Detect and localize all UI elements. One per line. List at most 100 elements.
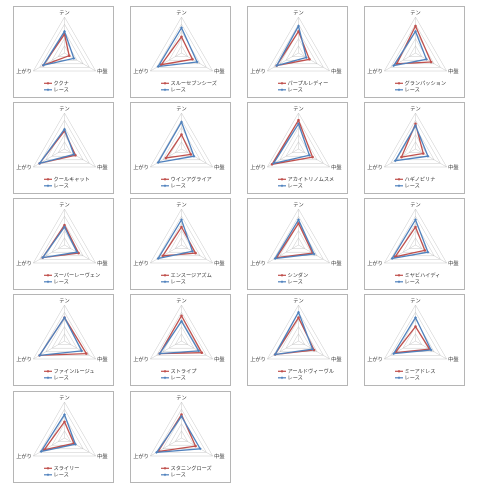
data-point xyxy=(180,314,183,318)
grid-ring xyxy=(291,333,306,345)
grid-ring xyxy=(39,119,90,164)
data-point xyxy=(156,65,160,68)
data-point xyxy=(63,420,66,424)
axis-label: テン xyxy=(176,395,186,402)
series-line xyxy=(394,226,426,258)
grid-ring xyxy=(285,134,312,157)
legend-label: ハギノピリナ xyxy=(405,176,436,183)
axis-label: 上がり xyxy=(16,259,32,267)
legend-marker xyxy=(163,370,167,373)
series-line xyxy=(160,36,194,66)
data-point xyxy=(85,352,88,355)
grid-ring xyxy=(168,230,195,253)
data-point xyxy=(423,249,427,252)
legend-label: レース xyxy=(405,279,420,286)
legend-marker xyxy=(46,376,50,380)
data-point xyxy=(275,64,279,68)
legend-marker xyxy=(163,467,167,470)
grid-ring xyxy=(383,208,448,264)
series-line xyxy=(393,30,428,67)
grid-ring xyxy=(149,401,214,457)
series-line xyxy=(391,219,429,260)
series-line xyxy=(38,316,83,357)
legend-label: ウインアグライア xyxy=(171,175,212,183)
axis-label: 中盤 xyxy=(97,163,107,171)
grid-spoke xyxy=(267,244,299,264)
legend-marker xyxy=(397,82,401,85)
series-line xyxy=(159,315,203,355)
series-line xyxy=(43,421,75,451)
axis-label: 中盤 xyxy=(331,259,341,267)
legend-marker xyxy=(280,274,284,277)
legend-label: スルーセブンシーズ xyxy=(171,79,217,87)
grid-ring xyxy=(408,141,423,153)
data-point xyxy=(155,450,159,454)
legend-label: パープルレディー xyxy=(288,79,329,87)
data-point xyxy=(156,161,160,164)
grid-ring xyxy=(396,126,435,161)
radar-chart-panel: テン 中盤 上がり ククナ レース xyxy=(13,6,114,98)
legend-marker xyxy=(163,88,167,92)
legend-marker xyxy=(46,467,50,470)
legend-label: レース xyxy=(171,87,186,94)
grid-ring xyxy=(266,112,331,168)
data-point xyxy=(75,250,79,254)
axis-label: テン xyxy=(59,298,69,305)
grid-ring xyxy=(32,208,97,264)
radar-chart-panel: テン 中盤 上がり ストライプ レース xyxy=(130,294,231,386)
data-point xyxy=(429,348,433,352)
grid-spoke xyxy=(415,148,447,168)
grid-ring xyxy=(149,304,214,360)
legend-label: スライリー xyxy=(54,465,80,472)
data-point xyxy=(200,351,204,354)
legend-label: レース xyxy=(54,183,69,190)
grid-spoke xyxy=(181,437,213,457)
grid-ring xyxy=(57,333,72,345)
grid-spoke xyxy=(33,244,65,264)
axis-label: 中盤 xyxy=(97,452,107,460)
data-point xyxy=(414,122,417,126)
grid-ring xyxy=(32,401,97,457)
axis-label: テン xyxy=(293,202,303,209)
axis-label: 中盤 xyxy=(97,259,107,267)
data-point xyxy=(414,124,417,128)
legend-label: レース xyxy=(54,279,69,286)
data-point xyxy=(180,413,183,416)
data-point xyxy=(63,29,66,33)
data-point xyxy=(180,35,183,39)
grid-ring xyxy=(168,423,195,446)
data-point xyxy=(400,155,403,159)
axis-label: テン xyxy=(59,395,69,402)
grid-ring xyxy=(174,45,189,57)
grid-ring xyxy=(291,237,306,249)
legend-marker xyxy=(397,184,401,188)
grid-ring xyxy=(285,326,312,349)
data-point xyxy=(159,63,163,66)
series-line xyxy=(40,413,77,453)
axis-label: 上がり xyxy=(16,163,32,171)
legend-marker xyxy=(46,178,50,181)
legend-marker xyxy=(163,473,167,477)
data-point xyxy=(198,447,202,451)
grid-ring xyxy=(149,208,214,264)
axis-label: テン xyxy=(176,202,186,209)
data-point xyxy=(180,218,183,222)
radar-chart-panel: テン 中盤 上がり クールキャット レース xyxy=(13,102,114,194)
data-point xyxy=(72,56,76,60)
data-point xyxy=(180,319,183,323)
data-point xyxy=(41,256,45,260)
grid-spoke xyxy=(181,148,213,168)
data-point xyxy=(424,57,428,61)
axis-label: テン xyxy=(410,202,420,209)
grid-spoke xyxy=(384,52,416,72)
radar-chart-panel: テン 中盤 上がり スルーセブンシーズ レース xyxy=(130,6,231,98)
legend-label: レース xyxy=(54,87,69,94)
axis-label: テン xyxy=(410,106,420,113)
grid-ring xyxy=(156,215,207,260)
